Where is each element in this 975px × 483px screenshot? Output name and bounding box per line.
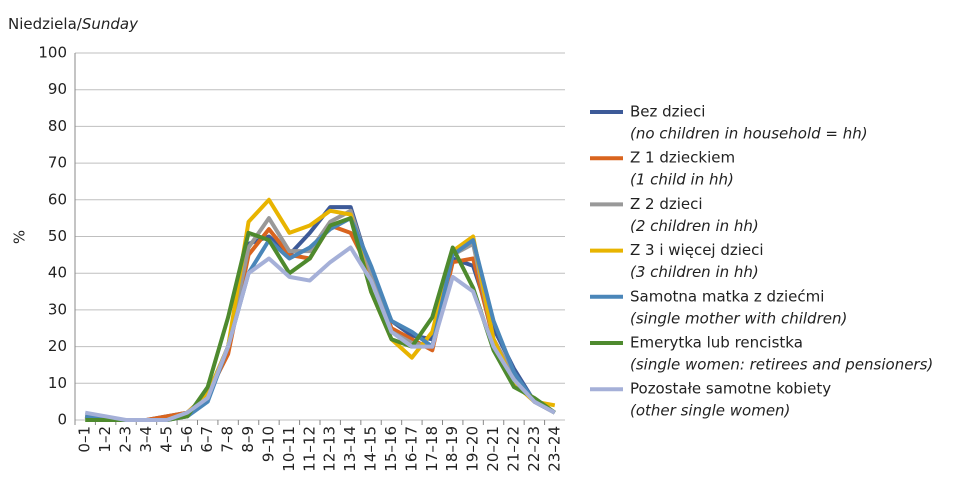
- title-en: Sunday: [82, 15, 139, 33]
- x-tick-label: 13–14: [341, 426, 359, 472]
- legend-label: Z 3 i więcej dzieci: [630, 241, 764, 259]
- y-tick-label: 0: [57, 411, 67, 429]
- y-tick-label: 100: [38, 44, 67, 62]
- legend-label: Bez dzieci: [630, 103, 705, 121]
- legend-label: Emerytka lub rencistka: [630, 334, 803, 352]
- legend-label-en: (2 children in hh): [630, 217, 759, 235]
- x-tick-label: 4–5: [157, 426, 175, 453]
- x-tick-label: 15–16: [382, 426, 400, 472]
- y-tick-label: 80: [48, 117, 67, 135]
- y-tick-label: 10: [48, 374, 67, 392]
- x-tick-label: 7–8: [219, 426, 237, 453]
- x-tick-label: 23–24: [545, 426, 563, 472]
- x-tick-label: 3–4: [137, 426, 155, 453]
- legend-label-en: (single mother with children): [630, 309, 847, 327]
- x-tick-label: 19–20: [464, 426, 482, 472]
- y-axis-label: %: [11, 230, 29, 244]
- title-pl: Niedziela/: [8, 15, 83, 33]
- y-tick-label: 30: [48, 300, 67, 318]
- x-tick-label: 21–22: [504, 426, 522, 472]
- x-tick-label: 5–6: [178, 426, 196, 453]
- x-tick-label: 9–10: [259, 426, 277, 462]
- x-tick-label: 6–7: [198, 426, 216, 453]
- legend-label-en: (3 children in hh): [630, 263, 759, 281]
- x-tick-label: 16–17: [402, 426, 420, 472]
- x-tick-label: 11–12: [300, 426, 318, 472]
- x-tick-label: 20–21: [484, 426, 502, 472]
- y-tick-label: 20: [48, 337, 67, 355]
- x-tick-label: 1–2: [96, 426, 114, 453]
- x-tick-label: 22–23: [525, 426, 543, 472]
- x-tick-label: 12–13: [321, 426, 339, 472]
- legend-label: Pozostałe samotne kobiety: [630, 380, 831, 398]
- chart-title: Niedziela/Sunday: [8, 15, 139, 33]
- legend-label: Z 2 dzieci: [630, 195, 703, 213]
- x-tick-label: 2–3: [117, 426, 135, 453]
- x-tick-label: 8–9: [239, 426, 257, 453]
- legend-label-en: (other single women): [630, 402, 790, 420]
- x-tick-label: 10–11: [280, 426, 298, 472]
- x-tick-label: 18–19: [443, 426, 461, 472]
- y-tick-label: 40: [48, 264, 67, 282]
- y-tick-label: 70: [48, 154, 67, 172]
- x-tick-label: 0–1: [76, 426, 94, 453]
- y-tick-label: 50: [48, 227, 67, 245]
- legend-label: Z 1 dzieckiem: [630, 149, 735, 167]
- legend-label-en: (single women: retirees and pensioners): [630, 356, 933, 374]
- x-tick-label: 14–15: [362, 426, 380, 472]
- y-tick-label: 90: [48, 80, 67, 98]
- legend-label-en: (1 child in hh): [630, 171, 734, 189]
- series-line: [84, 245, 556, 422]
- legend-label-en: (no children in household = hh): [630, 125, 868, 143]
- x-tick-label: 17–18: [423, 426, 441, 472]
- legend-label: Samotna matka z dziećmi: [630, 287, 824, 305]
- y-tick-label: 60: [48, 190, 67, 208]
